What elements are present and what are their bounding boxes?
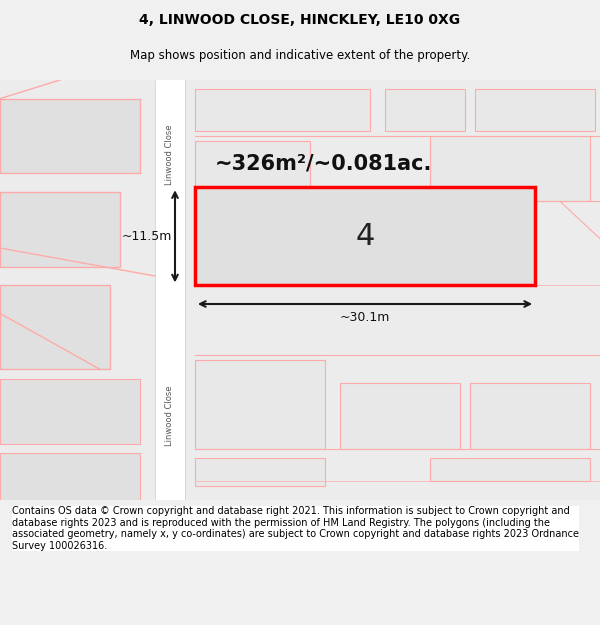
Bar [475,89,595,131]
Text: ~30.1m: ~30.1m [340,311,390,324]
Bar [430,458,590,481]
Bar [195,89,370,131]
Text: Contains OS data © Crown copyright and database right 2021. This information is : Contains OS data © Crown copyright and d… [12,506,579,551]
Bar [0,453,140,500]
Bar [0,379,140,444]
Text: ~326m²/~0.081ac.: ~326m²/~0.081ac. [215,154,433,174]
Bar [0,192,120,267]
Bar [0,99,140,173]
Text: Map shows position and indicative extent of the property.: Map shows position and indicative extent… [130,49,470,62]
Bar [470,383,590,449]
Bar [430,136,590,201]
Text: Linwood Close: Linwood Close [166,386,175,446]
Bar [385,89,465,131]
Bar [195,141,310,192]
Bar [195,188,535,286]
Text: 4: 4 [355,222,374,251]
Bar [195,360,325,449]
Bar [0,286,110,369]
Text: 4, LINWOOD CLOSE, HINCKLEY, LE10 0XG: 4, LINWOOD CLOSE, HINCKLEY, LE10 0XG [139,13,461,27]
Text: Linwood Close: Linwood Close [166,124,175,185]
Bar [340,383,460,449]
Bar [195,458,325,486]
Bar [155,80,185,500]
Text: ~11.5m: ~11.5m [122,230,172,243]
